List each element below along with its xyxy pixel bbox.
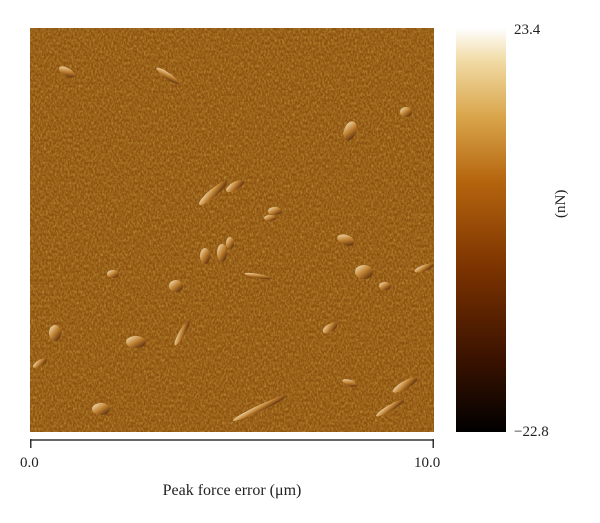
afm-surface-image: [30, 28, 434, 432]
axis-max-label: 10.0: [414, 455, 441, 471]
axis-title: Peak force error (μm): [162, 482, 302, 499]
axis-min-label: 0.0: [20, 455, 39, 471]
surface-features: [32, 66, 434, 421]
colorbar: [456, 28, 506, 432]
colorbar-max-label: 23.4: [514, 22, 541, 38]
colorbar-min-label: −22.8: [514, 424, 549, 440]
x-axis: [30, 439, 434, 448]
colorbar-unit-label: (nN): [553, 189, 569, 218]
